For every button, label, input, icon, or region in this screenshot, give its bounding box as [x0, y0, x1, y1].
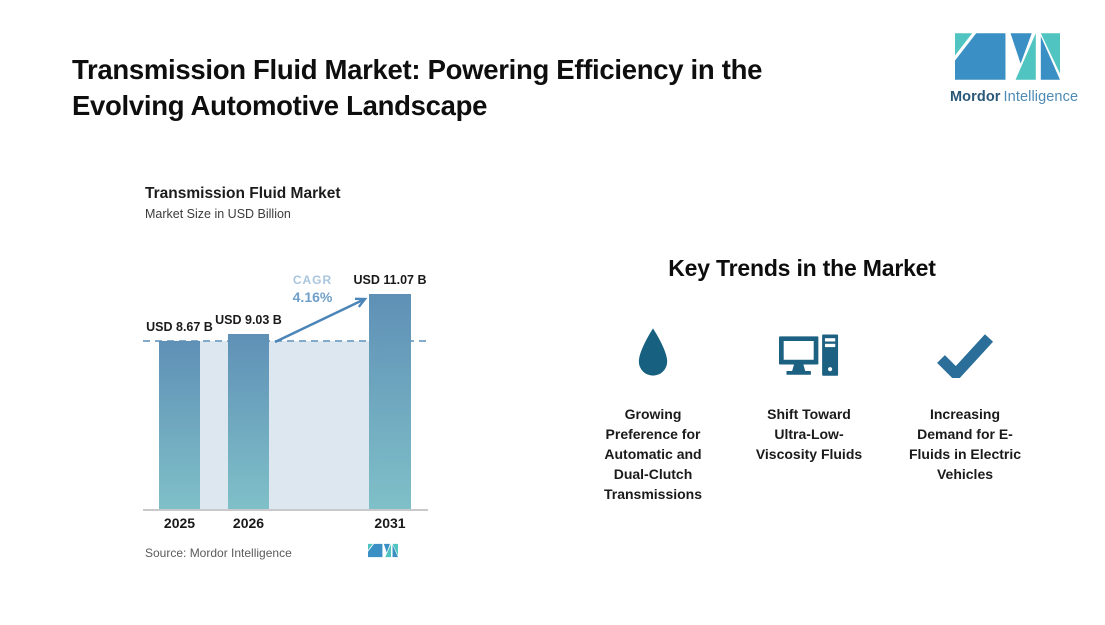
trend-row: Growing Preference for Automatic and Dua…: [563, 322, 1041, 504]
x-tick-label: 2026: [232, 515, 265, 531]
droplet-icon: [636, 322, 670, 378]
cagr-value: 4.16%: [292, 289, 333, 305]
bar-plot: CAGR 4.16% USD 8.67 B USD 9.03 B USD 11.07…: [143, 183, 428, 509]
logo-text-light: Intelligence: [1003, 89, 1079, 105]
cagr-label: CAGR: [292, 273, 333, 287]
source-row: Source: Mordor Intelligence: [143, 541, 428, 563]
x-tick-label: 2025: [163, 515, 196, 531]
trend-label: Increasing Demand for E- Fluids in Elect…: [908, 406, 1022, 482]
mordor-intelligence-logo: Mordor Intelligence: [950, 33, 1078, 105]
bar-2026: [228, 334, 269, 509]
x-axis-line: [143, 509, 428, 511]
trend-item-viscosity: Shift Toward Ultra-Low- Viscosity Fluids: [733, 322, 885, 504]
trends-heading: Key Trends in the Market: [668, 255, 936, 281]
cagr-annotation: CAGR 4.16%: [275, 273, 350, 305]
desktop-computer-icon: [779, 322, 839, 378]
bar-2031: [369, 294, 411, 509]
trend-item-transmissions: Growing Preference for Automatic and Dua…: [577, 322, 729, 504]
bar-value-label: USD 11.07 B: [353, 273, 427, 287]
market-size-chart: Transmission Fluid Market Market Size in…: [143, 183, 443, 583]
source-label: Source: Mordor Intelligence: [145, 546, 292, 560]
page-title: Transmission Fluid Market: Powering Effi…: [72, 54, 763, 121]
mordor-mini-logo-icon: [368, 543, 398, 558]
bar-2025: [159, 341, 200, 509]
mordor-logo-text: Mordor Intelligence: [950, 89, 1078, 105]
x-tick-label: 2031: [374, 515, 406, 531]
mordor-logo-mark-icon: [955, 33, 1060, 80]
key-trends-section: Key Trends in the Market Growing Prefere…: [563, 255, 1041, 504]
trend-item-e-fluids: Increasing Demand for E- Fluids in Elect…: [889, 322, 1041, 504]
trend-label: Growing Preference for Automatic and Dua…: [603, 406, 703, 502]
bar-value-label: USD 8.67 B: [146, 320, 213, 334]
logo-text-bold: Mordor: [950, 89, 1001, 105]
checkmark-icon: [936, 322, 994, 378]
x-axis-labels: 2025 2026 2031: [143, 515, 428, 535]
chart-subtitle: Market Size in USD Billion: [145, 207, 291, 221]
chart-title: Transmission Fluid Market: [145, 185, 341, 202]
trend-label: Shift Toward Ultra-Low- Viscosity Fluids: [755, 406, 863, 462]
bar-value-label: USD 9.03 B: [215, 313, 282, 327]
